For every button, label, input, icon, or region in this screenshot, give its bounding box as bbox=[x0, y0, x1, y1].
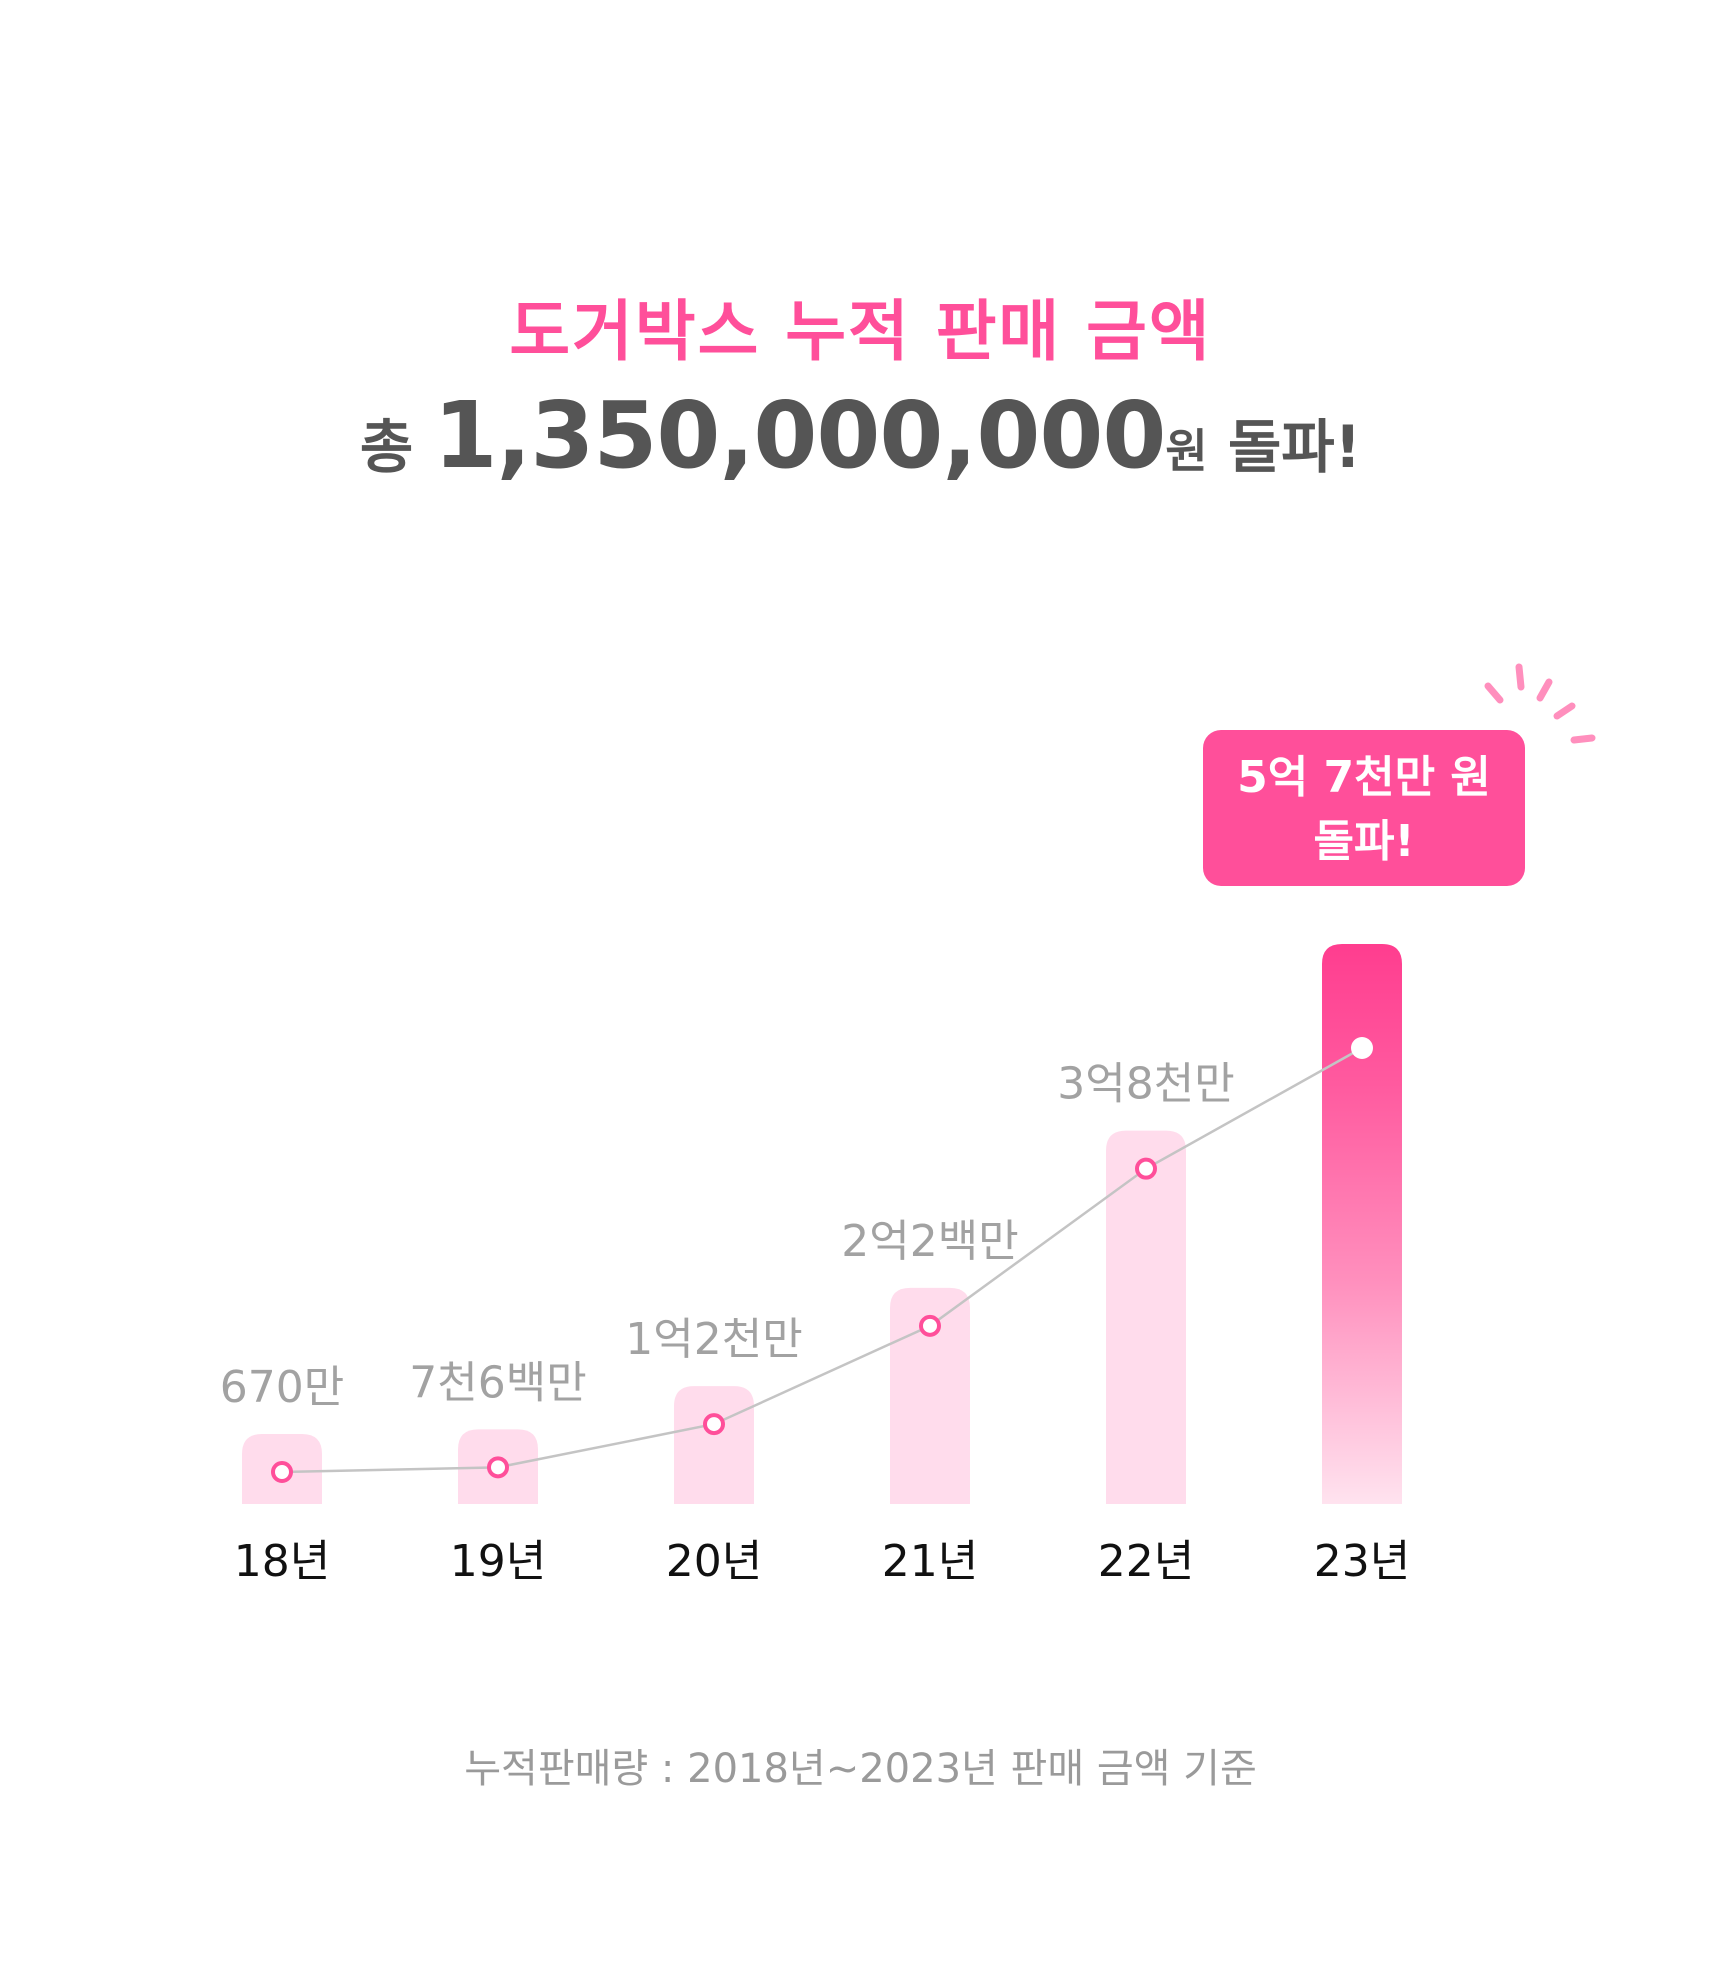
sparkle-ray-1 bbox=[1484, 682, 1504, 704]
callout: 5억 7천만 원 돌파! bbox=[1203, 663, 1596, 886]
bar-21년 bbox=[890, 1287, 970, 1504]
footnote: 누적판매량 : 2018년~2023년 판매 금액 기준 bbox=[464, 1746, 1257, 1792]
data-point-22년 bbox=[1135, 1157, 1157, 1180]
subtitle-amount: 1,350,000,000 bbox=[433, 382, 1166, 489]
sparkle-ray-2 bbox=[1515, 663, 1525, 691]
value-label: 1억2천만 bbox=[625, 1314, 802, 1365]
data-point-20년 bbox=[703, 1413, 725, 1436]
trend-line bbox=[281, 1046, 1363, 1474]
data-point-23년 bbox=[1351, 1037, 1373, 1059]
bar-20년 bbox=[674, 1386, 754, 1504]
x-tick-label: 19년 bbox=[450, 1536, 546, 1587]
bar-22년 bbox=[1106, 1130, 1186, 1504]
labels-layer: 18년 670만 19년 7천6백만 20년 1억2천만 21년 2억2백만 22년 3억8천만 2… bbox=[220, 1059, 1410, 1587]
callout-line2: 돌파! bbox=[1313, 816, 1414, 867]
bar-23년 bbox=[1322, 944, 1402, 1504]
x-tick-label: 22년 bbox=[1098, 1536, 1194, 1587]
sparkle-icon bbox=[1484, 663, 1596, 744]
data-point-19년 bbox=[487, 1456, 509, 1479]
subtitle-unit: 원 bbox=[1165, 424, 1208, 478]
value-label: 670만 bbox=[220, 1362, 344, 1413]
sparkle-ray-4 bbox=[1553, 702, 1576, 720]
value-label: 3억8천만 bbox=[1057, 1059, 1234, 1110]
callout-line1: 5억 7천만 원 bbox=[1237, 752, 1491, 803]
sparkle-ray-5 bbox=[1570, 734, 1596, 744]
value-label: 7천6백만 bbox=[409, 1357, 586, 1408]
chart-title: 도거박스 누적 판매 금액 bbox=[509, 293, 1212, 370]
subtitle-prefix: 총 bbox=[359, 413, 434, 481]
bars-layer bbox=[242, 944, 1402, 1504]
x-tick-label: 23년 bbox=[1314, 1536, 1410, 1587]
sparkle-ray-3 bbox=[1536, 678, 1553, 702]
subtitle-suffix: 돌파! bbox=[1207, 413, 1362, 481]
callout-badge bbox=[1203, 730, 1525, 886]
value-label: 2억2백만 bbox=[841, 1216, 1018, 1267]
chart-subtitle: 총 1,350,000,000원 돌파! bbox=[0, 382, 1721, 489]
trend-line-layer bbox=[271, 1037, 1373, 1483]
x-tick-label: 21년 bbox=[882, 1536, 978, 1587]
x-tick-label: 18년 bbox=[234, 1536, 330, 1587]
x-tick-label: 20년 bbox=[666, 1536, 762, 1587]
data-point-21년 bbox=[919, 1314, 941, 1337]
data-point-18년 bbox=[271, 1461, 293, 1483]
